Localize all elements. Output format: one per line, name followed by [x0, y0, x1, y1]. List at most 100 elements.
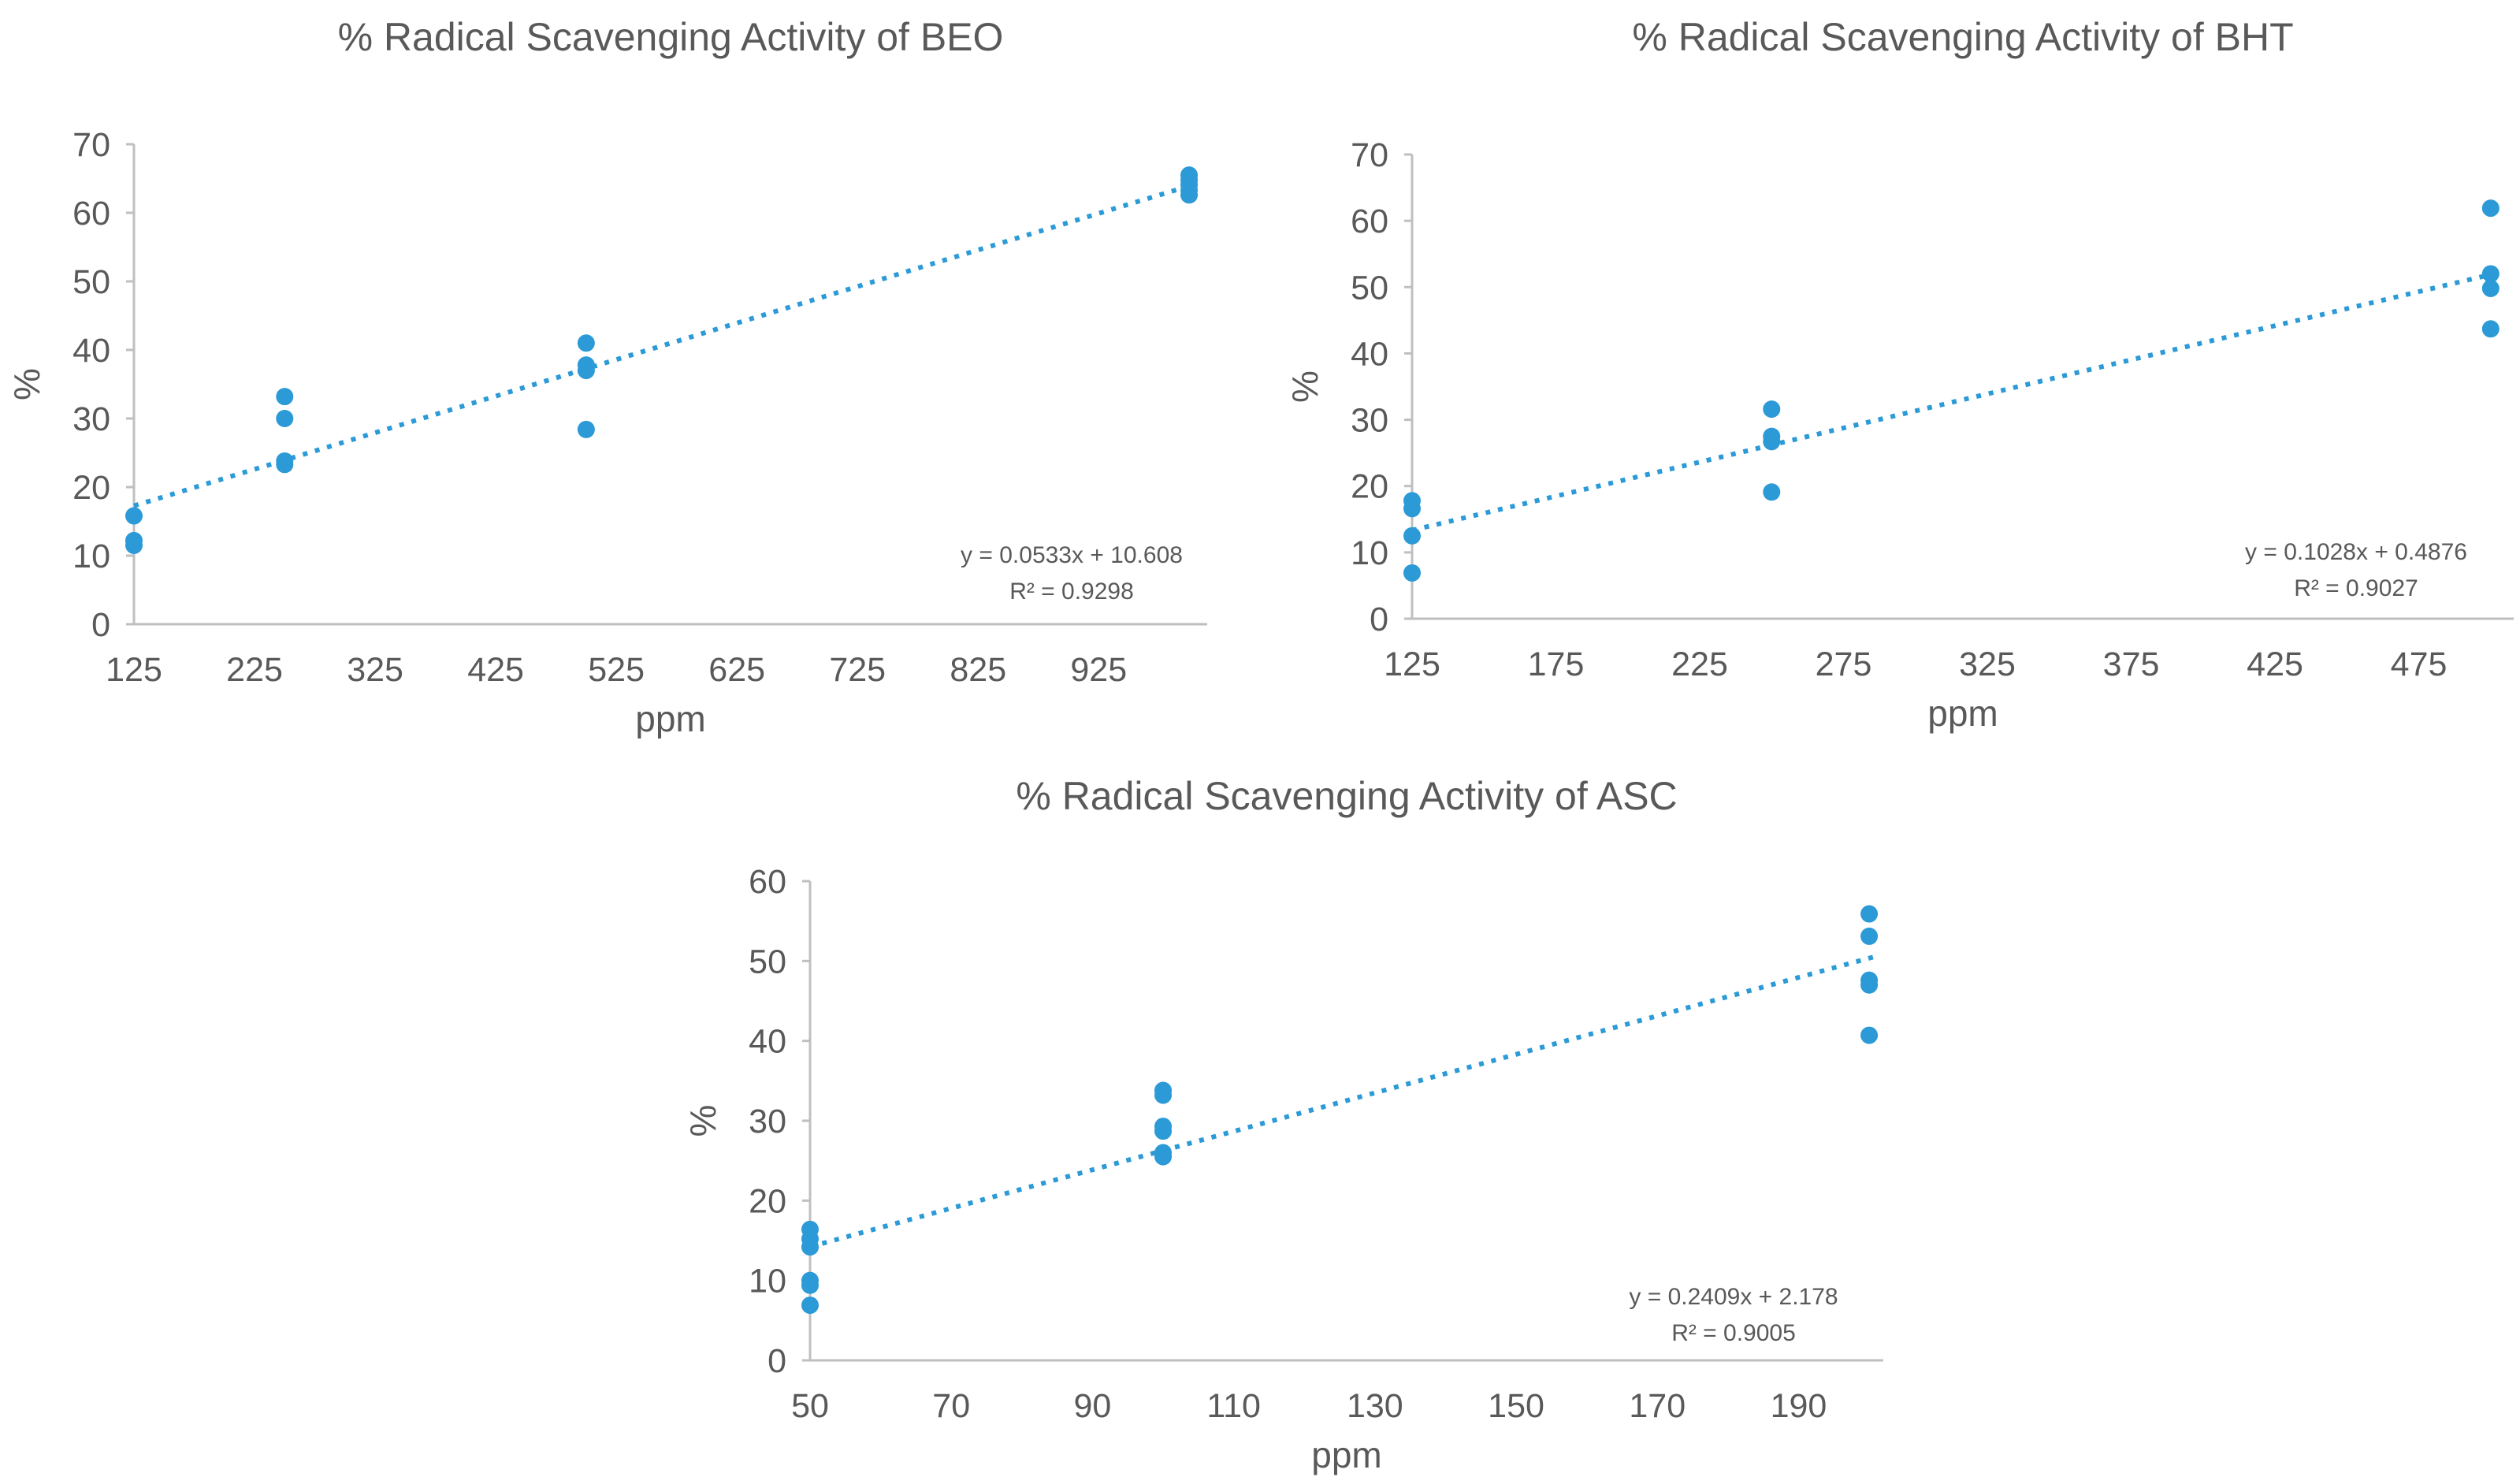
bht-x-tick-label: 375 — [2103, 645, 2160, 683]
beo-y-axis-title: % — [6, 368, 47, 400]
beo-y-tick-label: 40 — [72, 332, 110, 370]
asc-y-tick-label: 20 — [749, 1182, 786, 1220]
beo-trendline-equation: y = 0.0533x + 10.608 R² = 0.9298 — [867, 538, 1277, 610]
asc-data-point — [1860, 976, 1879, 994]
beo-x-tick-label: 825 — [950, 651, 1006, 689]
asc-data-point — [801, 1276, 819, 1294]
beo-trendline — [133, 181, 1196, 508]
bht-data-point — [1763, 483, 1781, 501]
asc-data-point — [1154, 1122, 1173, 1140]
asc-y-tick-label: 50 — [749, 943, 786, 980]
asc-r-squared-text: R² = 0.9005 — [1671, 1320, 1796, 1346]
bht-y-tick-label: 70 — [1351, 136, 1388, 174]
bht-y-tick-label: 60 — [1351, 203, 1388, 240]
asc-data-points — [801, 905, 1879, 1315]
bht-x-tick-label: 125 — [1384, 645, 1440, 683]
bht-data-point — [1763, 433, 1781, 451]
beo-data-point — [1180, 186, 1199, 204]
bht-scatter-plot: 0 10 20 30 40 50 60 70 125 175 225 275 325 375 425 475 p… — [1284, 136, 2514, 734]
asc-data-point — [1860, 927, 1879, 945]
bht-x-axis-title: ppm — [1927, 693, 1998, 734]
bht-trendline — [1411, 270, 2500, 533]
asc-trendline-equation: y = 0.2409x + 2.178 R² = 0.9005 — [1529, 1279, 1938, 1352]
asc-data-point — [801, 1238, 819, 1256]
bht-r-squared-text: R² = 0.9027 — [2294, 575, 2418, 601]
asc-chart-panel: % Radical Scavenging Activity of ASC 0 10… — [630, 738, 1891, 1477]
beo-x-tick-label: 325 — [347, 651, 403, 689]
bht-data-point — [1403, 564, 1421, 582]
bht-data-point — [2481, 320, 2500, 338]
asc-x-tick-label: 110 — [1206, 1387, 1261, 1425]
beo-x-tick-label: 525 — [588, 651, 645, 689]
beo-chart-title: % Radical Scavenging Activity of BEO — [337, 15, 1004, 59]
asc-data-point — [1154, 1086, 1173, 1104]
bht-x-tick-label: 475 — [2391, 645, 2448, 683]
bht-x-tick-label: 175 — [1528, 645, 1585, 683]
bht-data-point — [1403, 526, 1421, 545]
bht-x-tick-label: 225 — [1671, 645, 1728, 683]
asc-y-tick-label: 60 — [749, 863, 786, 901]
bht-y-tick-label: 20 — [1351, 468, 1388, 506]
beo-data-point — [125, 536, 143, 554]
asc-data-point — [1154, 1148, 1173, 1166]
beo-y-tick-label: 50 — [72, 263, 110, 301]
asc-y-tick-label: 0 — [768, 1342, 786, 1380]
asc-x-tick-label: 130 — [1347, 1387, 1403, 1425]
asc-x-tick-label: 90 — [1073, 1387, 1111, 1425]
asc-y-tick-label: 40 — [749, 1023, 786, 1061]
beo-x-axis-title: ppm — [635, 698, 705, 738]
bht-y-tick-label: 40 — [1351, 335, 1388, 373]
asc-chart-title: % Radical Scavenging Activity of ASC — [1016, 774, 1678, 818]
bht-y-tick-label: 10 — [1351, 534, 1388, 572]
bht-x-tick-label: 425 — [2247, 645, 2303, 683]
beo-r-squared-text: R² = 0.9298 — [1009, 579, 1134, 605]
bht-x-tick-label: 275 — [1816, 645, 1872, 683]
bht-data-point — [2481, 199, 2500, 218]
asc-data-point — [1860, 905, 1879, 923]
asc-data-point — [801, 1297, 819, 1315]
beo-equation-text: y = 0.0533x + 10.608 — [961, 542, 1183, 568]
beo-x-tick-label: 725 — [829, 651, 886, 689]
asc-data-point — [1860, 1026, 1879, 1044]
asc-x-tick-label: 150 — [1488, 1387, 1544, 1425]
asc-y-tick-label: 30 — [749, 1103, 786, 1140]
beo-x-tick-label: 425 — [467, 651, 524, 689]
bht-data-points — [1403, 199, 2500, 582]
bht-x-tick-label: 325 — [1959, 645, 2016, 683]
beo-data-point — [276, 456, 294, 474]
beo-y-tick-label: 20 — [72, 469, 110, 507]
asc-x-tick-label: 50 — [791, 1387, 829, 1425]
beo-data-point — [577, 420, 595, 438]
beo-data-point — [125, 507, 143, 525]
bht-y-tick-label: 30 — [1351, 402, 1388, 440]
bht-y-axis-title: % — [1284, 370, 1325, 403]
asc-x-tick-label: 190 — [1771, 1387, 1827, 1425]
bht-y-tick-label: 0 — [1370, 601, 1388, 638]
beo-y-tick-label: 70 — [72, 126, 110, 164]
beo-y-tick-label: 10 — [72, 538, 110, 575]
beo-x-tick-label: 625 — [708, 651, 765, 689]
bht-equation-text: y = 0.1028x + 0.4876 — [2245, 539, 2467, 565]
beo-data-point — [577, 362, 595, 380]
beo-scatter-plot: 0 10 20 30 40 50 60 70 125 225 325 425 525 625 725 825 9… — [6, 126, 1207, 738]
asc-x-axis-title: ppm — [1311, 1434, 1381, 1475]
bht-data-point — [2481, 265, 2500, 283]
beo-data-point — [577, 334, 595, 352]
beo-x-tick-label: 225 — [226, 651, 283, 689]
bht-chart-title: % Radical Scavenging Activity of BHT — [1632, 15, 2294, 59]
bht-trendline-equation: y = 0.1028x + 0.4876 R² = 0.9027 — [2151, 534, 2520, 607]
beo-data-points — [125, 166, 1199, 554]
bht-y-tick-label: 50 — [1351, 269, 1388, 307]
beo-y-tick-label: 60 — [72, 195, 110, 233]
asc-y-tick-label: 10 — [749, 1263, 786, 1300]
asc-equation-text: y = 0.2409x + 2.178 — [1629, 1284, 1838, 1310]
beo-data-point — [276, 388, 294, 406]
asc-y-axis-title: % — [682, 1105, 723, 1137]
beo-chart-panel: % Radical Scavenging Activity of BEO 0 10… — [0, 0, 1229, 738]
bht-data-point — [2481, 279, 2500, 297]
beo-data-point — [276, 410, 294, 427]
asc-x-tick-label: 170 — [1629, 1387, 1686, 1425]
beo-y-tick-label: 30 — [72, 400, 110, 438]
asc-trendline — [809, 954, 1877, 1249]
beo-x-tick-label: 125 — [106, 651, 162, 689]
